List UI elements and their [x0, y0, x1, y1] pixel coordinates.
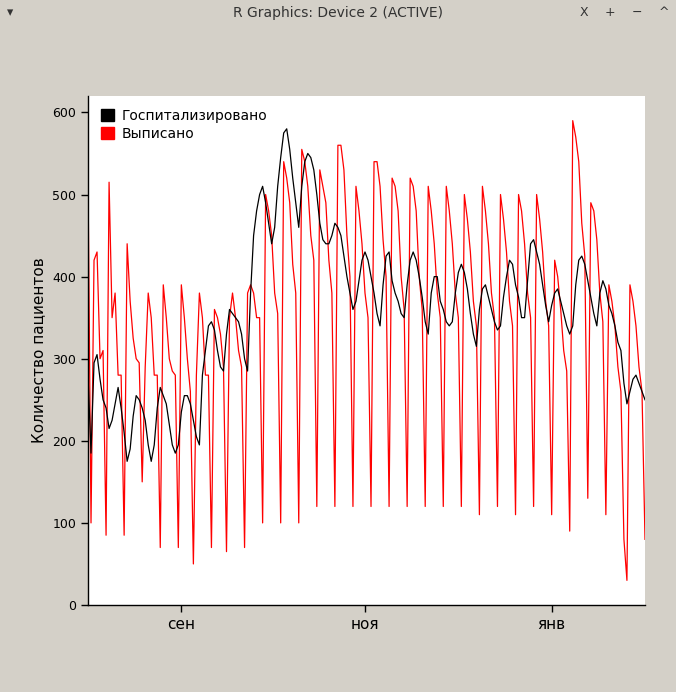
- Text: ▾: ▾: [7, 6, 13, 19]
- Text: +: +: [604, 6, 615, 19]
- Text: X: X: [579, 6, 588, 19]
- Legend: Госпитализировано, Выписано: Госпитализировано, Выписано: [95, 103, 272, 146]
- Text: R Graphics: Device 2 (ACTIVE): R Graphics: Device 2 (ACTIVE): [233, 6, 443, 19]
- Text: ^: ^: [658, 6, 669, 19]
- Y-axis label: Количество пациентов: Количество пациентов: [32, 257, 47, 444]
- Text: −: −: [631, 6, 642, 19]
